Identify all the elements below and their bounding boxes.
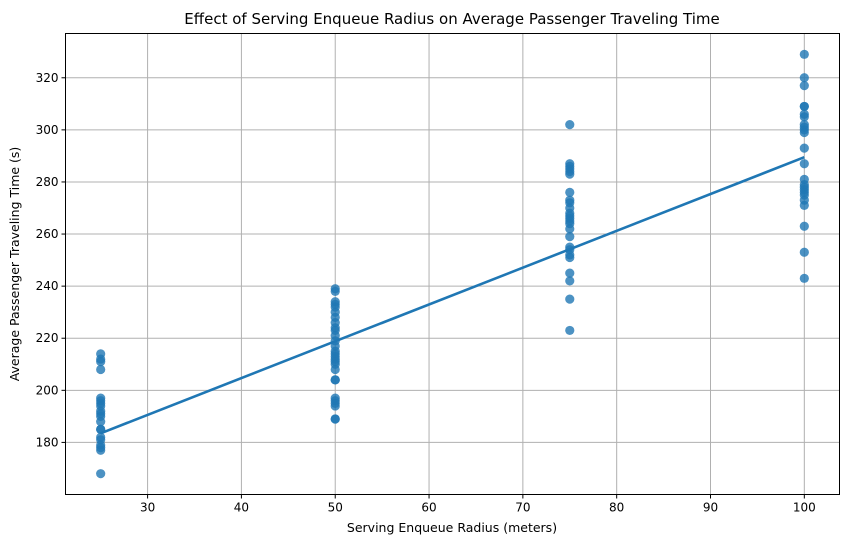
- data-point: [565, 187, 575, 197]
- data-point: [565, 252, 575, 263]
- x-axis-ticks: 30 40 50 60 70 80 90 100: [140, 494, 816, 515]
- data-point: [330, 375, 340, 385]
- data-point: [799, 122, 809, 132]
- data-point: [799, 112, 809, 122]
- data-point: [96, 416, 106, 427]
- data-point: [799, 273, 809, 283]
- x-tick-label: 30: [140, 501, 155, 515]
- y-tick-label: 220: [36, 331, 59, 345]
- data-point: [565, 325, 575, 336]
- y-tick-label: 260: [36, 227, 59, 241]
- data-point: [799, 143, 809, 153]
- y-tick-label: 300: [36, 123, 59, 137]
- x-tick-label: 50: [328, 501, 343, 515]
- data-point: [330, 286, 340, 296]
- x-tick-label: 70: [515, 501, 530, 515]
- data-point: [330, 414, 340, 424]
- data-point: [96, 364, 106, 375]
- regression-line-group: [100, 156, 805, 435]
- x-tick-label: 40: [234, 501, 249, 515]
- data-point: [565, 232, 575, 242]
- x-tick-label: 100: [793, 501, 816, 515]
- data-point: [565, 208, 575, 218]
- data-point: [565, 224, 575, 234]
- x-axis-label: Serving Enqueue Radius (meters): [347, 520, 557, 535]
- y-axis-label: Average Passenger Traveling Time (s): [7, 147, 22, 382]
- y-tick-label: 240: [36, 279, 59, 293]
- data-point: [330, 401, 340, 411]
- grid: [65, 33, 840, 495]
- data-point: [799, 221, 809, 231]
- data-point: [565, 276, 575, 286]
- y-tick-label: 200: [36, 383, 59, 397]
- data-points: [96, 49, 809, 479]
- data-point: [799, 247, 809, 257]
- plot-frame: [65, 33, 840, 495]
- data-point: [565, 164, 575, 174]
- data-point: [799, 80, 809, 91]
- regression-line: [100, 156, 805, 435]
- y-tick-label: 280: [36, 175, 59, 189]
- data-point: [565, 120, 575, 130]
- data-point: [799, 73, 809, 83]
- data-point: [96, 357, 106, 367]
- data-point: [799, 49, 809, 59]
- data-point: [330, 364, 340, 375]
- x-tick-label: 60: [421, 501, 436, 515]
- data-point: [565, 294, 575, 304]
- x-tick-label: 90: [703, 501, 718, 515]
- data-point: [799, 159, 809, 169]
- data-point: [96, 445, 106, 455]
- y-axis-ticks: 180 200 220 240 260 280 300 320: [36, 71, 66, 449]
- y-tick-label: 180: [36, 435, 59, 449]
- data-point: [799, 200, 809, 210]
- x-tick-label: 80: [609, 501, 624, 515]
- data-point: [799, 101, 809, 112]
- data-point: [565, 268, 575, 278]
- y-tick-label: 320: [36, 71, 59, 85]
- chart-title: Effect of Serving Enqueue Radius on Aver…: [184, 10, 719, 28]
- data-point: [96, 469, 106, 479]
